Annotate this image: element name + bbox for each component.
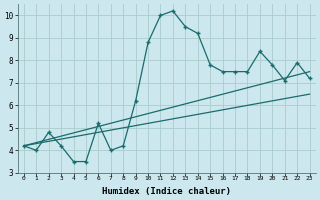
- X-axis label: Humidex (Indice chaleur): Humidex (Indice chaleur): [102, 187, 231, 196]
